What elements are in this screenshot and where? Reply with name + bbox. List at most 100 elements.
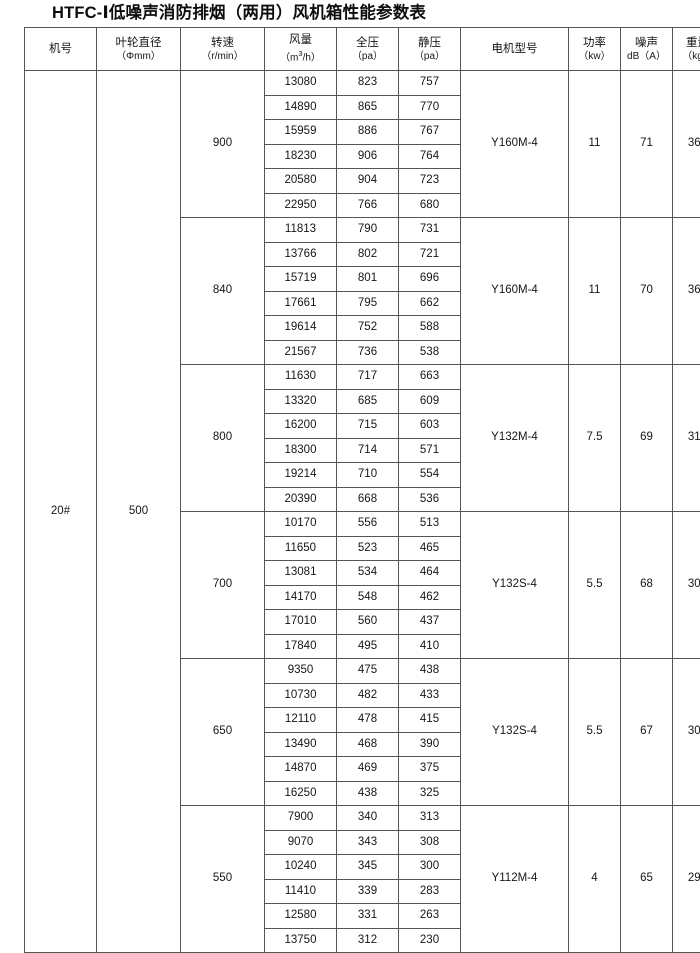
cell-tp: 345 (337, 855, 399, 880)
cell-flow: 10240 (265, 855, 337, 880)
cell-flow: 19614 (265, 316, 337, 341)
cell-flow: 13320 (265, 389, 337, 414)
cell-noise: 70 (621, 218, 673, 365)
cell-power: 5.5 (569, 512, 621, 659)
cell-flow: 15719 (265, 267, 337, 292)
cell-sp: 437 (399, 610, 461, 635)
cell-power: 7.5 (569, 365, 621, 512)
cell-noise: 71 (621, 71, 673, 218)
column-header-label: 风量 (265, 33, 336, 47)
column-header-motor: 电机型号 (461, 28, 569, 71)
cell-flow: 11630 (265, 365, 337, 390)
column-header-label: 噪声 (621, 36, 672, 50)
cell-tp: 560 (337, 610, 399, 635)
cell-tp: 343 (337, 830, 399, 855)
cell-flow: 9350 (265, 659, 337, 684)
cell-flow: 13081 (265, 561, 337, 586)
cell-flow: 12580 (265, 904, 337, 929)
cell-flow: 21567 (265, 340, 337, 365)
cell-sp: 415 (399, 708, 461, 733)
cell-sp: 721 (399, 242, 461, 267)
cell-noise: 68 (621, 512, 673, 659)
cell-speed: 550 (181, 806, 265, 953)
column-header-label: 全压 (337, 36, 398, 50)
cell-sp: 390 (399, 732, 461, 757)
column-header-unit: （kw） (569, 50, 620, 63)
cell-tp: 904 (337, 169, 399, 194)
cell-flow: 19214 (265, 463, 337, 488)
cell-power: 4 (569, 806, 621, 953)
cell-sp: 764 (399, 144, 461, 169)
cell-power: 11 (569, 71, 621, 218)
column-header-label: 转速 (181, 36, 264, 50)
cell-impeller-diameter: 500 (97, 71, 181, 953)
column-header-model: 机号 (25, 28, 97, 71)
cell-tp: 331 (337, 904, 399, 929)
cell-motor: Y160M-4 (461, 71, 569, 218)
cell-tp: 736 (337, 340, 399, 365)
cell-flow: 7900 (265, 806, 337, 831)
cell-flow: 22950 (265, 193, 337, 218)
cell-weight: 365 (673, 71, 700, 218)
cell-flow: 16200 (265, 414, 337, 439)
cell-tp: 468 (337, 732, 399, 757)
cell-flow: 17010 (265, 610, 337, 635)
cell-weight: 365 (673, 218, 700, 365)
cell-power: 11 (569, 218, 621, 365)
cell-flow: 13490 (265, 732, 337, 757)
cell-tp: 790 (337, 218, 399, 243)
cell-flow: 13750 (265, 928, 337, 953)
cell-sp: 433 (399, 683, 461, 708)
cell-sp: 300 (399, 855, 461, 880)
cell-sp: 757 (399, 71, 461, 96)
column-header-unit: （r/min） (181, 50, 264, 63)
cell-flow: 12110 (265, 708, 337, 733)
cell-tp: 469 (337, 757, 399, 782)
column-header-sp: 静压（pa） (399, 28, 461, 71)
cell-tp: 865 (337, 95, 399, 120)
cell-flow: 17661 (265, 291, 337, 316)
fan-performance-table: 机号叶轮直径（Φmm）转速（r/min）风量（m3/h）全压（pa）静压（pa）… (24, 27, 700, 953)
column-header-unit: dB（A） (621, 50, 672, 63)
cell-flow: 20580 (265, 169, 337, 194)
cell-tp: 495 (337, 634, 399, 659)
column-header-unit: （Φmm） (97, 50, 180, 63)
cell-tp: 795 (337, 291, 399, 316)
cell-tp: 714 (337, 438, 399, 463)
column-header-label: 机号 (25, 42, 96, 56)
column-header-unit: （pa） (337, 50, 398, 63)
cell-noise: 67 (621, 659, 673, 806)
cell-flow: 10170 (265, 512, 337, 537)
cell-tp: 668 (337, 487, 399, 512)
cell-tp: 548 (337, 585, 399, 610)
column-header-tp: 全压（pa） (337, 28, 399, 71)
cell-speed: 700 (181, 512, 265, 659)
cell-sp: 538 (399, 340, 461, 365)
cell-sp: 536 (399, 487, 461, 512)
cell-tp: 478 (337, 708, 399, 733)
column-header-power: 功率（kw） (569, 28, 621, 71)
cell-sp: 723 (399, 169, 461, 194)
column-header-flow: 风量（m3/h） (265, 28, 337, 71)
cell-tp: 766 (337, 193, 399, 218)
column-header-label: 功率 (569, 36, 620, 50)
table-header-row: 机号叶轮直径（Φmm）转速（r/min）风量（m3/h）全压（pa）静压（pa）… (25, 28, 700, 71)
cell-speed: 800 (181, 365, 265, 512)
cell-sp: 513 (399, 512, 461, 537)
cell-sp: 696 (399, 267, 461, 292)
column-header-unit: （kg） (673, 50, 700, 63)
cell-flow: 13080 (265, 71, 337, 96)
cell-motor: Y160M-4 (461, 218, 569, 365)
cell-sp: 662 (399, 291, 461, 316)
cell-sp: 325 (399, 781, 461, 806)
cell-sp: 263 (399, 904, 461, 929)
cell-flow: 18230 (265, 144, 337, 169)
cell-machine-no: 20# (25, 71, 97, 953)
cell-motor: Y112M-4 (461, 806, 569, 953)
cell-tp: 482 (337, 683, 399, 708)
cell-flow: 11650 (265, 536, 337, 561)
cell-motor: Y132S-4 (461, 659, 569, 806)
cell-tp: 556 (337, 512, 399, 537)
cell-tp: 715 (337, 414, 399, 439)
